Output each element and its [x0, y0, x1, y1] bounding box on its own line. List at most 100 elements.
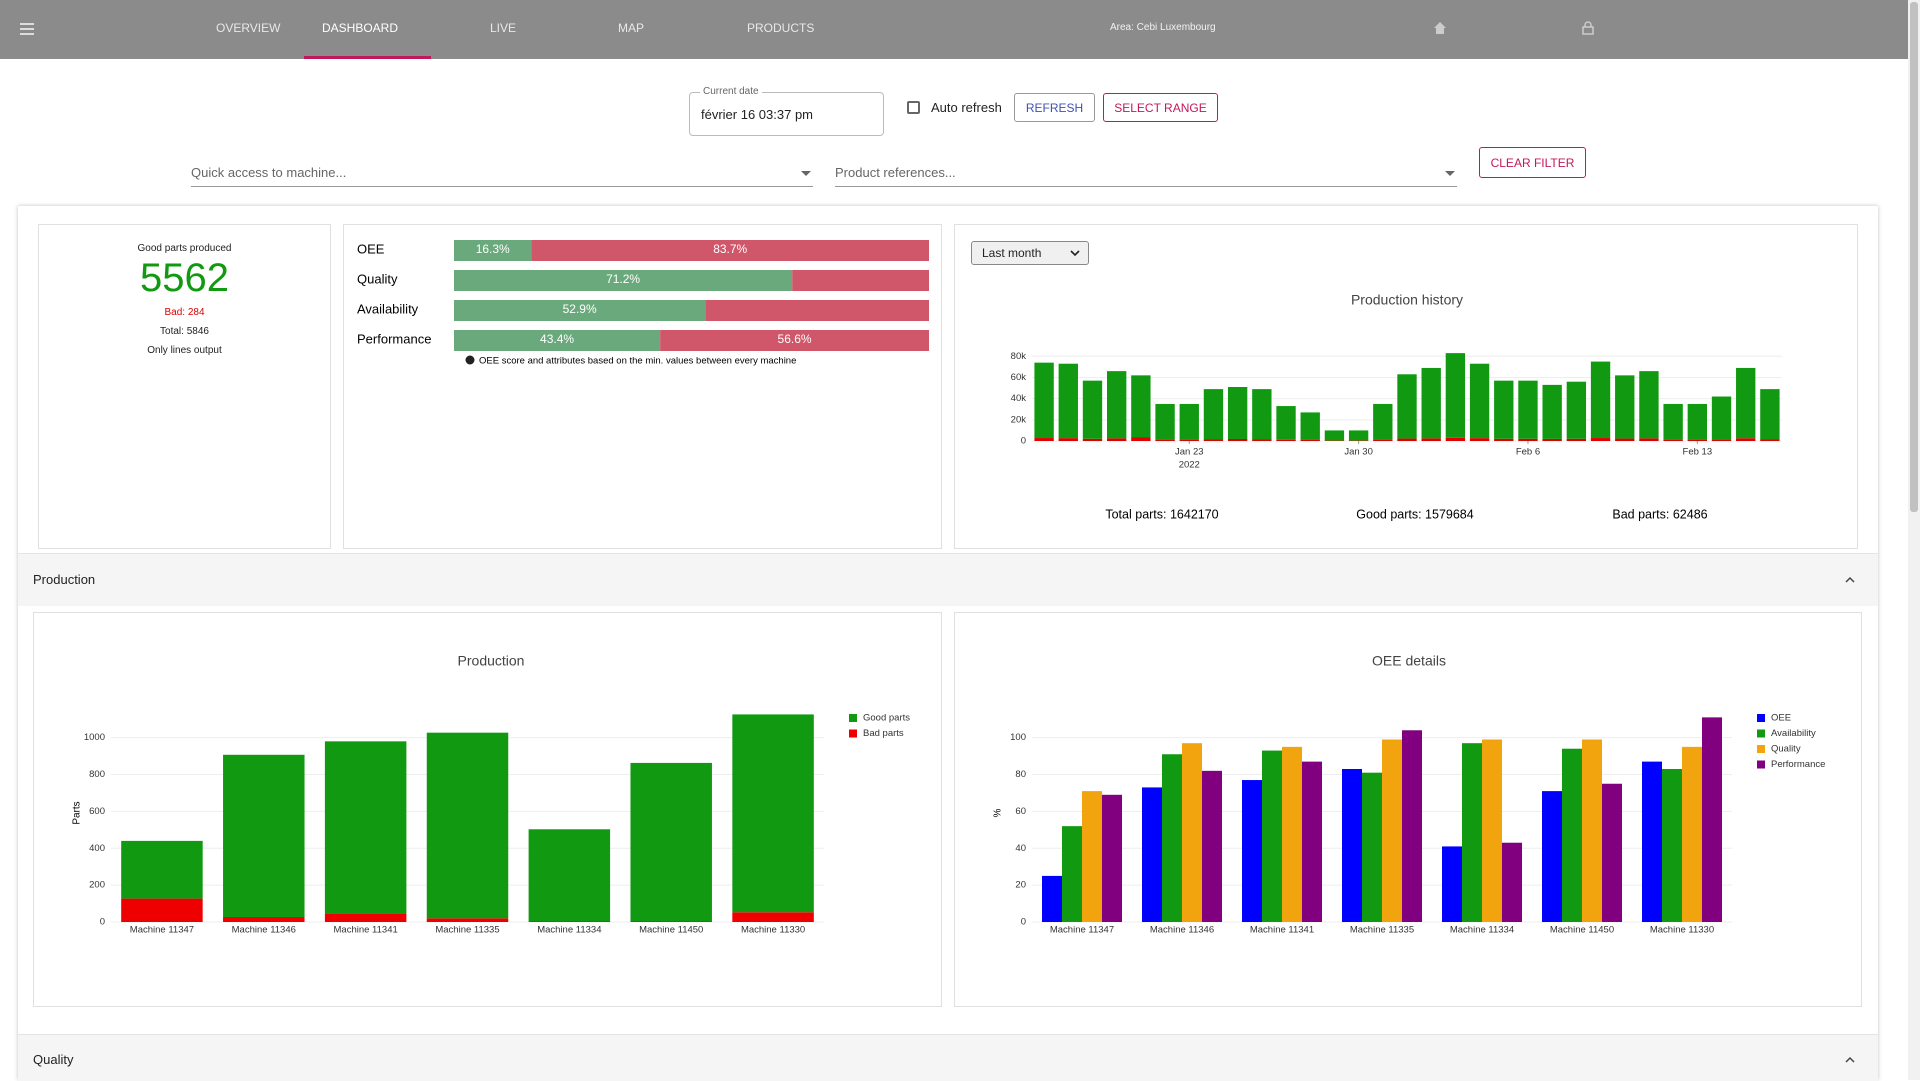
- bar: [1162, 754, 1182, 922]
- bar: [1615, 439, 1634, 441]
- dropdown-arrow: [1445, 171, 1455, 177]
- legend-swatch: [849, 714, 857, 722]
- bar: [1362, 773, 1382, 922]
- section-header[interactable]: Production: [18, 553, 1878, 606]
- bar: [1542, 791, 1562, 922]
- bar: [1155, 404, 1174, 440]
- date-field[interactable]: Current date février 16 03:37 pm: [689, 92, 884, 136]
- x-tick-label: Machine 11346: [232, 925, 296, 936]
- x-tick-label: Machine 11330: [741, 925, 805, 936]
- x-tick-label: Feb 13: [1683, 447, 1713, 458]
- x-tick-label: Machine 11450: [639, 925, 703, 936]
- nav-item[interactable]: DASHBOARD: [322, 21, 398, 35]
- legend-swatch: [1757, 761, 1765, 769]
- bar: [1663, 404, 1682, 440]
- bar: [1142, 787, 1162, 922]
- x-year-label: 2022: [1179, 460, 1200, 471]
- y-tick-label: 100: [1010, 732, 1026, 743]
- section-title: Quality: [33, 1052, 73, 1067]
- x-tick-label: Machine 11335: [1350, 925, 1414, 936]
- y-tick-label: 40k: [1011, 393, 1027, 404]
- clear-filter-button[interactable]: CLEAR FILTER: [1479, 147, 1586, 178]
- legend-swatch: [1757, 745, 1765, 753]
- nav-item[interactable]: LIVE: [490, 21, 516, 35]
- section-title: Production: [33, 572, 95, 587]
- bar: [1682, 747, 1702, 922]
- bar: [529, 829, 610, 921]
- bar: [1602, 784, 1622, 922]
- bar: [1591, 362, 1610, 438]
- bar: [732, 912, 813, 922]
- bar: [1470, 364, 1489, 438]
- bar: [1736, 368, 1755, 438]
- collapse-icon[interactable]: [1845, 576, 1855, 583]
- bar: [1301, 412, 1320, 440]
- bar: [427, 733, 508, 919]
- nav-item[interactable]: PRODUCTS: [747, 21, 814, 35]
- bar: [1180, 404, 1199, 440]
- x-tick-label: Machine 11450: [1550, 925, 1614, 936]
- bar: [1325, 430, 1344, 440]
- bar: [1202, 771, 1222, 922]
- refresh-button[interactable]: REFRESH: [1014, 93, 1095, 122]
- select-range-button[interactable]: SELECT RANGE: [1103, 93, 1218, 122]
- nav-item[interactable]: OVERVIEW: [216, 21, 280, 35]
- chart-title: Production: [458, 653, 525, 669]
- oee-note: OEE score and attributes based on the mi…: [479, 356, 796, 367]
- y-axis-title: %: [993, 808, 1004, 817]
- date-value: février 16 03:37 pm: [701, 107, 813, 122]
- legend-label: Performance: [1771, 759, 1825, 770]
- bar: [1422, 368, 1441, 438]
- scrollbar-thumb[interactable]: [1910, 2, 1918, 512]
- oee-bad-label: 83.7%: [713, 242, 747, 256]
- scrollbar[interactable]: [1908, 0, 1920, 1080]
- x-tick-label: Machine 11341: [1250, 925, 1314, 936]
- bar: [1542, 385, 1561, 439]
- bar: [1442, 846, 1462, 922]
- y-tick-label: 80: [1015, 769, 1026, 780]
- bar: [1083, 381, 1102, 439]
- y-tick-label: 800: [89, 769, 105, 780]
- bar: [1252, 439, 1271, 441]
- bar: [1083, 439, 1102, 441]
- y-tick-label: 0: [100, 917, 105, 928]
- y-tick-label: 40: [1015, 843, 1026, 854]
- machine-placeholder: Quick access to machine...: [191, 165, 346, 180]
- total-label: Good parts: 1579684: [1356, 507, 1473, 521]
- x-tick-label: Jan 23: [1175, 447, 1204, 458]
- kpi-good: 5562: [39, 256, 330, 301]
- oee-good-label: 71.2%: [606, 272, 640, 286]
- lock-icon[interactable]: [1582, 21, 1594, 35]
- menu-icon[interactable]: [20, 22, 36, 36]
- collapse-icon[interactable]: [1845, 1056, 1855, 1063]
- bar: [1342, 769, 1362, 922]
- bar: [1639, 371, 1658, 438]
- bar: [1131, 438, 1150, 441]
- bar: [1373, 440, 1392, 441]
- oee-row-label: Performance: [357, 331, 431, 346]
- bar: [529, 921, 610, 922]
- oee-row-label: OEE: [357, 241, 385, 256]
- chart-title: Production history: [1351, 292, 1463, 308]
- y-tick-label: 60: [1015, 806, 1026, 817]
- nav-item[interactable]: MAP: [618, 21, 644, 35]
- bar: [1518, 381, 1537, 439]
- product-select[interactable]: Product references...: [835, 163, 1457, 187]
- oee-row-label: Quality: [357, 271, 398, 286]
- home-icon[interactable]: [1433, 21, 1447, 35]
- bar: [1567, 439, 1586, 441]
- legend-label: Availability: [1771, 728, 1816, 739]
- bar: [1736, 438, 1755, 441]
- machine-select[interactable]: Quick access to machine...: [191, 163, 813, 187]
- section-header[interactable]: Quality: [18, 1034, 1878, 1081]
- bar: [1082, 791, 1102, 922]
- bar: [427, 918, 508, 922]
- auto-refresh-checkbox[interactable]: [907, 101, 920, 114]
- bar: [1059, 364, 1078, 438]
- y-tick-label: 60k: [1011, 372, 1027, 383]
